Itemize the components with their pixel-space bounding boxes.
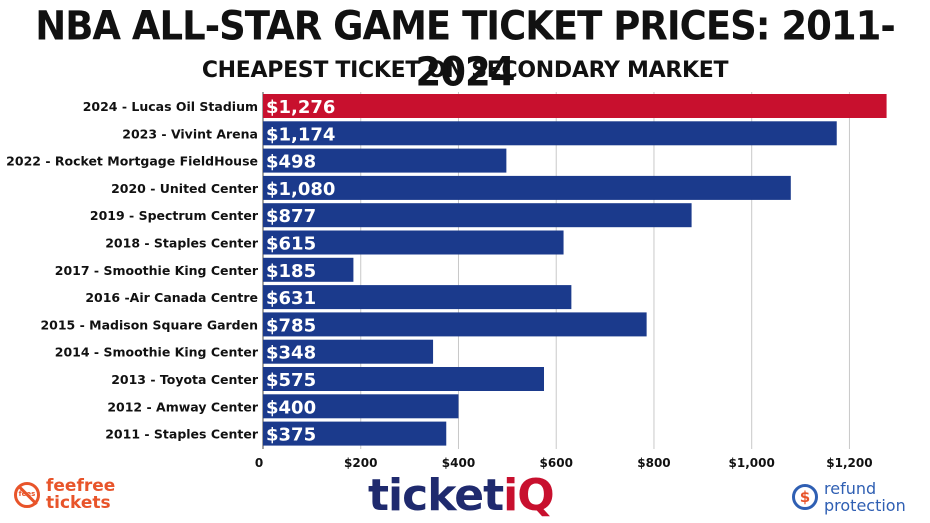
value-labels: $1,276 $1,174 $498 $1,080 $877 $615 $185 $631 $7… xyxy=(266,97,335,446)
refund-dollar-icon: $ xyxy=(792,484,818,510)
bar xyxy=(263,175,791,200)
x-tick-label: $800 xyxy=(637,456,670,470)
value-label: $185 xyxy=(266,261,316,282)
ticketiq-logo: ticketiQ xyxy=(368,470,555,521)
value-label: $1,174 xyxy=(266,124,335,145)
value-label: $400 xyxy=(266,397,316,418)
x-tick-labels: 0 $200 $400 $600 $800 $1,000 $1,200 xyxy=(255,456,873,470)
category-label: 2017 - Smoothie King Center xyxy=(55,263,259,278)
category-label: 2018 - Staples Center xyxy=(105,236,259,251)
bar xyxy=(263,394,459,419)
bar xyxy=(263,367,545,391)
bar xyxy=(263,312,647,337)
bar xyxy=(263,285,572,310)
category-label: 2016 -Air Canada Centre xyxy=(85,290,258,305)
value-label: $877 xyxy=(266,206,316,227)
feefree-tickets-logo: fees feefree tickets xyxy=(14,478,115,512)
bar xyxy=(263,421,447,446)
feefree-label: feefree xyxy=(46,476,116,496)
bar xyxy=(263,257,354,282)
bar xyxy=(263,203,692,228)
chart-subtitle: CHEAPEST TICKET ON SECONDARY MARKET xyxy=(201,58,729,83)
bar xyxy=(263,148,507,173)
category-label: 2014 - Smoothie King Center xyxy=(55,345,259,360)
value-label: $498 xyxy=(266,152,316,173)
category-label: 2020 - United Center xyxy=(111,181,259,196)
category-label: 2024 - Lucas Oil Stadium xyxy=(83,99,258,114)
refund-label: refund xyxy=(824,479,877,498)
bar xyxy=(263,121,837,146)
category-label: 2022 - Rocket Mortgage FieldHouse xyxy=(6,154,258,169)
x-tick-label: $1,000 xyxy=(729,456,775,470)
x-tick-label: $1,200 xyxy=(826,456,872,470)
bar xyxy=(263,94,887,118)
value-label: $348 xyxy=(266,343,316,364)
protection-label: protection xyxy=(824,496,906,515)
no-fees-icon: fees xyxy=(14,482,40,508)
category-labels: 2024 - Lucas Oil Stadium 2023 - Vivint Ar… xyxy=(6,99,259,442)
category-label: 2011 - Staples Center xyxy=(105,427,259,442)
value-label: $785 xyxy=(266,315,316,336)
bar xyxy=(263,230,564,255)
chart-title: NBA ALL-STAR GAME TICKET PRICES: 2011-20… xyxy=(35,2,896,96)
value-label: $375 xyxy=(266,425,316,446)
bar xyxy=(263,339,434,364)
x-tick-label: $200 xyxy=(344,456,377,470)
category-label: 2015 - Madison Square Garden xyxy=(40,317,258,332)
bars xyxy=(263,94,887,446)
category-label: 2023 - Vivint Arena xyxy=(122,126,258,141)
x-tick-label: 0 xyxy=(255,456,263,470)
category-label: 2019 - Spectrum Center xyxy=(90,208,259,223)
category-label: 2012 - Amway Center xyxy=(107,399,258,414)
value-label: $1,080 xyxy=(266,179,335,200)
x-tick-label: $600 xyxy=(540,456,573,470)
refund-protection-logo: $ refund protection xyxy=(792,480,906,514)
value-label: $1,276 xyxy=(266,97,335,118)
value-label: $615 xyxy=(266,234,316,255)
value-label: $575 xyxy=(266,370,316,391)
x-tick-label: $400 xyxy=(442,456,475,470)
tickets-label: tickets xyxy=(46,493,111,513)
category-label: 2013 - Toyota Center xyxy=(111,372,259,387)
value-label: $631 xyxy=(266,288,316,309)
